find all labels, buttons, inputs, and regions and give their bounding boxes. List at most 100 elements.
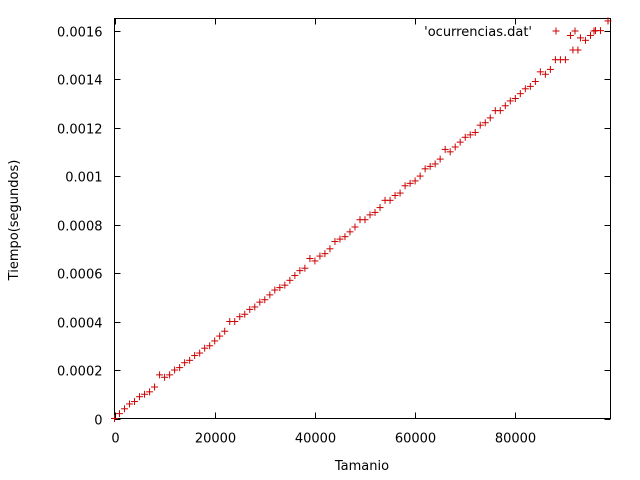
data-point xyxy=(231,318,239,326)
data-point xyxy=(391,191,399,199)
data-point xyxy=(296,267,304,275)
data-point xyxy=(561,56,569,64)
x-axis-label: Tamanio xyxy=(334,459,389,474)
data-point xyxy=(506,97,514,105)
y-tick-label: 0.0004 xyxy=(57,317,103,332)
data-point xyxy=(604,17,612,25)
data-point xyxy=(436,155,444,163)
data-point xyxy=(426,162,434,170)
data-point xyxy=(151,383,159,391)
data-point xyxy=(321,250,329,258)
data-point xyxy=(486,114,494,122)
plot-frame xyxy=(114,18,611,419)
data-point xyxy=(136,393,144,401)
data-point xyxy=(496,107,504,115)
y-tick-label: 0.001 xyxy=(65,171,102,186)
data-point xyxy=(376,204,384,212)
data-point xyxy=(386,196,394,204)
y-tick-label: 0.0006 xyxy=(57,268,103,283)
data-point xyxy=(171,366,179,374)
data-point xyxy=(346,228,354,236)
data-point xyxy=(421,165,429,173)
data-point xyxy=(221,327,229,335)
data-point xyxy=(261,296,269,304)
x-tick-label: 40000 xyxy=(295,432,336,447)
data-point xyxy=(406,179,414,187)
data-point xyxy=(311,257,319,265)
x-tick-label: 80000 xyxy=(495,432,536,447)
data-point xyxy=(461,133,469,141)
data-point xyxy=(341,233,349,241)
x-tick-label: 0 xyxy=(111,432,119,447)
data-point xyxy=(396,189,404,197)
y-axis: 0 0.0002 0.0004 0.0006 0.0008 0.001 0.0012 0.00… xyxy=(57,26,611,429)
data-point xyxy=(581,36,589,44)
data-point xyxy=(366,211,374,219)
data-point xyxy=(451,143,459,151)
data-point xyxy=(536,68,544,76)
data-point xyxy=(541,70,549,78)
data-point xyxy=(336,235,344,243)
data-point xyxy=(586,31,594,39)
data-point xyxy=(521,85,529,93)
legend-sample-marker xyxy=(552,27,598,35)
data-point xyxy=(574,46,582,54)
y-tick-label: 0 xyxy=(94,414,102,429)
data-point xyxy=(576,34,584,42)
data-point xyxy=(526,82,534,90)
data-point xyxy=(176,364,184,372)
data-point xyxy=(316,252,324,260)
data-point xyxy=(286,276,294,284)
data-point xyxy=(566,31,574,39)
data-point xyxy=(501,102,509,110)
data-point xyxy=(476,121,484,129)
legend-marker xyxy=(590,27,598,35)
data-point xyxy=(256,298,264,306)
data-point xyxy=(326,245,334,253)
data-point xyxy=(281,281,289,289)
y-axis-label: Tiempo(segundos) xyxy=(7,160,22,282)
y-tick-label: 0.0012 xyxy=(57,123,103,138)
data-point xyxy=(511,95,519,102)
data-point xyxy=(331,238,339,246)
data-point xyxy=(121,405,129,413)
data-point xyxy=(236,313,244,321)
data-point xyxy=(546,65,554,73)
data-point xyxy=(531,78,539,86)
y-tick-label: 0.0016 xyxy=(57,26,103,41)
legend: 'ocurrencias.dat' xyxy=(424,25,598,40)
data-point xyxy=(271,286,279,294)
data-point xyxy=(456,138,464,146)
data-point xyxy=(516,90,524,98)
data-point xyxy=(196,349,204,357)
data-point xyxy=(161,373,169,381)
data-point xyxy=(191,351,199,359)
data-point xyxy=(206,342,214,350)
data-point xyxy=(211,337,219,345)
data-series xyxy=(111,17,612,422)
data-point xyxy=(216,332,224,340)
data-point xyxy=(131,398,139,406)
legend-marker xyxy=(571,27,579,35)
data-point xyxy=(141,390,149,398)
data-point xyxy=(371,208,379,216)
data-point xyxy=(266,291,274,299)
data-point xyxy=(361,216,369,224)
data-point xyxy=(291,271,299,279)
data-point xyxy=(416,172,424,180)
data-point xyxy=(186,356,194,364)
y-tick-label: 0.0014 xyxy=(57,74,103,89)
data-point xyxy=(111,415,118,422)
data-point xyxy=(596,27,604,35)
data-point xyxy=(446,148,454,156)
x-axis: 0 20000 40000 60000 80000 xyxy=(111,18,536,447)
data-point xyxy=(401,182,409,190)
legend-marker xyxy=(552,27,560,35)
data-point xyxy=(181,359,189,367)
data-point xyxy=(351,223,359,231)
x-tick-label: 60000 xyxy=(395,432,436,447)
data-point xyxy=(431,160,439,168)
data-point xyxy=(166,371,174,379)
data-point xyxy=(306,255,314,262)
